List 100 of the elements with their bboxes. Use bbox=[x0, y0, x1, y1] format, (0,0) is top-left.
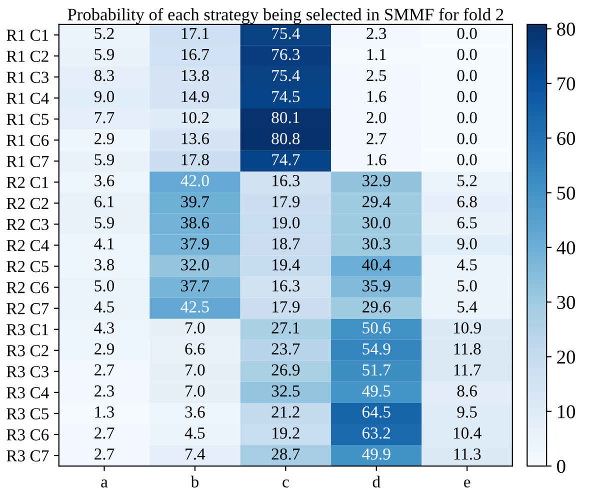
data-label: 16.3 bbox=[272, 175, 300, 186]
y-tick-label: R1 C6 bbox=[6, 134, 49, 146]
data-label: 74.7 bbox=[272, 154, 300, 166]
data-label: 19.2 bbox=[272, 427, 300, 439]
data-label: 2.7 bbox=[366, 133, 386, 144]
data-label: 2.5 bbox=[366, 70, 386, 82]
data-label: 7.0 bbox=[186, 322, 205, 334]
data-label: 16.3 bbox=[272, 280, 300, 292]
data-label: 49.5 bbox=[362, 385, 390, 397]
data-label: 2.0 bbox=[366, 112, 386, 124]
y-tick-label: R2 C5 bbox=[6, 260, 49, 272]
data-label: 9.0 bbox=[94, 90, 114, 102]
color-bar-label: 30 bbox=[557, 296, 576, 309]
data-label: 30.0 bbox=[362, 217, 390, 228]
data-label: 19.4 bbox=[272, 259, 300, 270]
x-tick-label: b bbox=[190, 476, 198, 488]
y-tick-label: R2 C3 bbox=[6, 218, 49, 230]
y-tick-label: R3 C1 bbox=[6, 324, 48, 336]
data-label: 6.1 bbox=[94, 196, 114, 208]
y-tick-label: R1 C7 bbox=[6, 156, 49, 168]
data-label: 40.4 bbox=[362, 259, 391, 270]
data-label: 80.8 bbox=[272, 132, 300, 144]
data-label: 2.7 bbox=[94, 448, 114, 460]
data-label: 13.6 bbox=[182, 133, 210, 144]
data-label: 5.9 bbox=[94, 48, 114, 60]
y-tick-label: R3 C4 bbox=[6, 387, 49, 398]
y-tick-label: R1 C3 bbox=[6, 72, 49, 83]
data-label: 29.4 bbox=[362, 196, 391, 208]
data-label: 74.5 bbox=[272, 91, 300, 102]
data-label: 7.0 bbox=[186, 364, 205, 376]
data-label: 9.5 bbox=[457, 406, 477, 418]
data-label: 28.7 bbox=[272, 448, 300, 460]
data-label: 2.3 bbox=[94, 385, 114, 397]
data-label: 5.2 bbox=[94, 28, 114, 40]
y-tick-label: R3 C2 bbox=[6, 345, 48, 356]
data-label: 5.9 bbox=[94, 217, 114, 228]
data-label: 11.3 bbox=[454, 448, 481, 460]
data-label: 13.8 bbox=[182, 70, 209, 82]
data-label: 2.9 bbox=[94, 133, 114, 144]
data-label: 7.4 bbox=[186, 448, 206, 460]
data-label: 37.9 bbox=[181, 238, 209, 250]
data-label: 23.7 bbox=[272, 343, 300, 355]
data-label: 0.0 bbox=[457, 112, 477, 124]
data-label: 7.0 bbox=[186, 385, 205, 397]
data-label: 5.0 bbox=[94, 280, 114, 292]
y-tick-label: R1 C1 bbox=[6, 30, 48, 41]
data-label: 4.5 bbox=[456, 259, 477, 270]
data-label: 0.0 bbox=[457, 90, 477, 102]
data-label: 17.1 bbox=[182, 28, 209, 40]
data-label: 4.5 bbox=[94, 301, 114, 313]
data-label: 10.9 bbox=[454, 322, 481, 334]
data-label: 9.0 bbox=[457, 238, 477, 250]
chart-title: Probability of each strategy being selected in SMMF for fold 2 bbox=[68, 8, 504, 24]
data-label: 21.2 bbox=[272, 406, 300, 418]
data-label: 0.0 bbox=[457, 132, 477, 144]
data-label: 17.9 bbox=[272, 196, 300, 208]
data-label: 0.0 bbox=[457, 70, 477, 82]
data-label: 0.0 bbox=[457, 154, 477, 166]
color-bar-label: 60 bbox=[557, 132, 576, 146]
y-tick-label: R2 C6 bbox=[6, 282, 49, 294]
y-tick-label: R2 C4 bbox=[6, 240, 49, 252]
data-label: 3.6 bbox=[94, 175, 114, 186]
data-label: 8.3 bbox=[94, 70, 114, 82]
data-label: 29.6 bbox=[362, 301, 390, 313]
data-label: 5.9 bbox=[94, 154, 114, 166]
data-label: 6.5 bbox=[457, 217, 477, 228]
data-label: 63.2 bbox=[362, 427, 390, 439]
data-label: 6.8 bbox=[457, 196, 477, 208]
data-label: 2.7 bbox=[94, 427, 114, 439]
data-label: 75.4 bbox=[272, 28, 300, 40]
y-tick-label: R2 C1 bbox=[6, 176, 48, 188]
y-tick-label: R1 C4 bbox=[6, 92, 49, 104]
data-label: 54.9 bbox=[362, 343, 390, 355]
data-label: 32.0 bbox=[181, 259, 209, 270]
color-bar-label: 50 bbox=[557, 186, 576, 200]
data-label: 38.6 bbox=[181, 217, 210, 228]
data-label: 17.9 bbox=[272, 301, 300, 313]
data-label: 35.9 bbox=[362, 280, 390, 292]
data-label: 1.6 bbox=[367, 90, 386, 102]
x-tick-label: d bbox=[372, 476, 380, 488]
color-bar-label: 0 bbox=[557, 460, 566, 473]
data-label: 2.7 bbox=[94, 364, 114, 376]
y-tick-label: R1 C2 bbox=[6, 50, 48, 62]
data-label: 64.5 bbox=[362, 406, 390, 418]
data-label: 30.3 bbox=[362, 238, 390, 250]
data-label: 42.0 bbox=[180, 175, 209, 186]
data-label: 5.0 bbox=[458, 280, 477, 292]
x-tick-label: e bbox=[464, 479, 470, 488]
data-label: 19.0 bbox=[272, 217, 300, 228]
data-label: 32.9 bbox=[362, 175, 390, 186]
data-label: 39.7 bbox=[181, 196, 210, 208]
data-label: 5.2 bbox=[458, 175, 477, 186]
y-tick-label: R3 C5 bbox=[6, 408, 49, 420]
y-tick-label: R3 C6 bbox=[6, 429, 49, 440]
data-label: 7.7 bbox=[94, 112, 114, 124]
data-label: 2.9 bbox=[94, 343, 114, 355]
data-label: 42.5 bbox=[180, 301, 209, 313]
data-label: 18.7 bbox=[272, 238, 300, 250]
x-tick-label: c bbox=[282, 479, 289, 488]
color-bar-label: 70 bbox=[558, 77, 576, 90]
